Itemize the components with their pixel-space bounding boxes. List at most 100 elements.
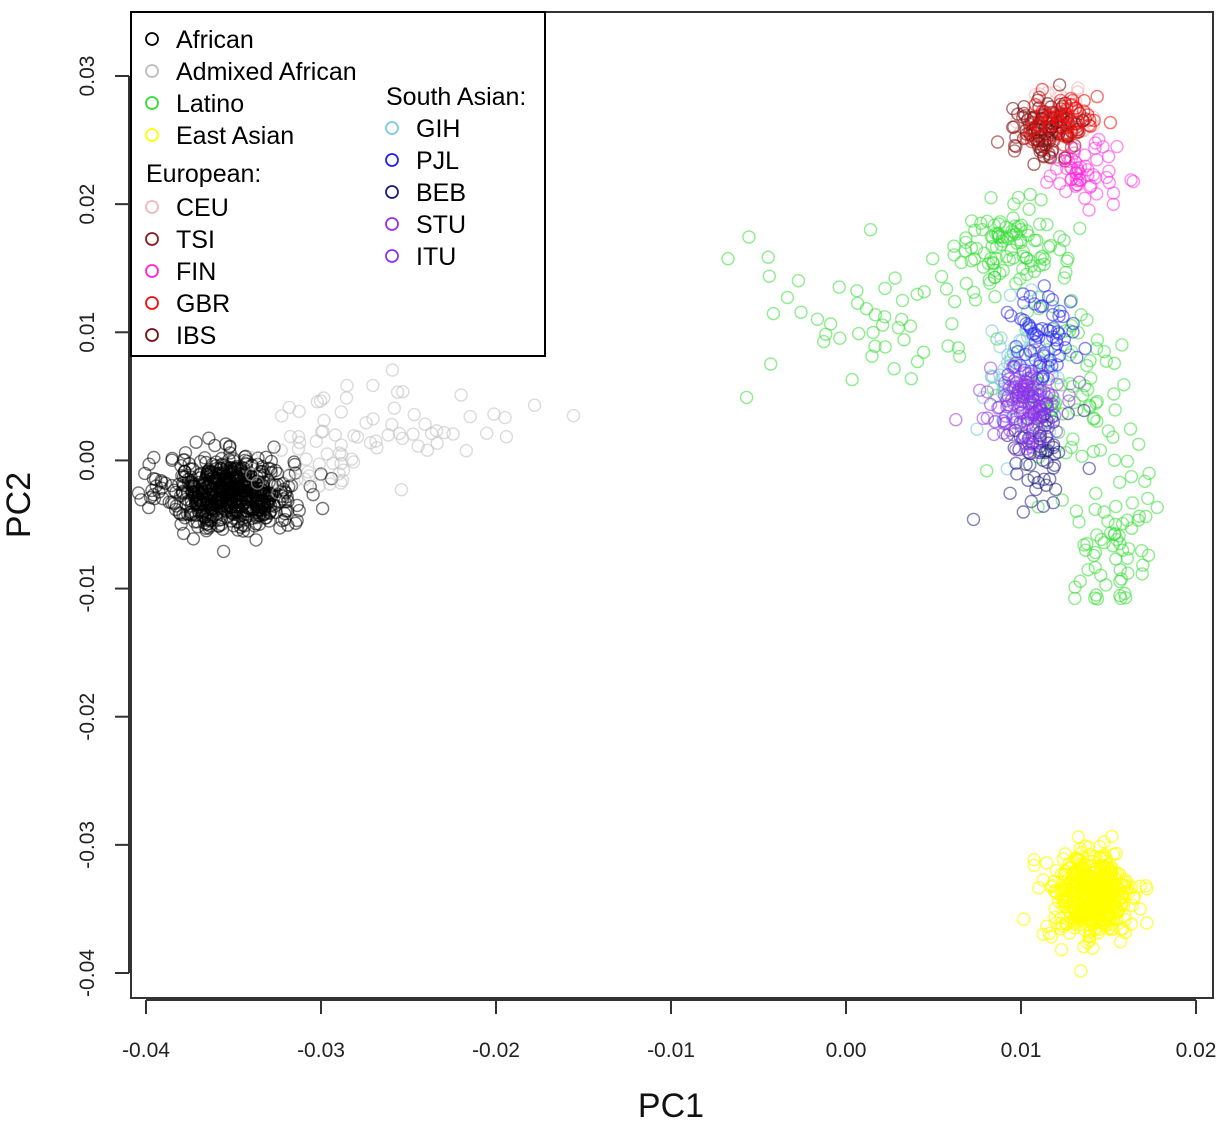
data-point	[236, 508, 250, 522]
data-point	[1139, 509, 1153, 524]
data-point	[228, 465, 243, 479]
data-point	[1121, 542, 1136, 556]
data-point	[1016, 287, 1030, 301]
data-point	[975, 222, 990, 237]
data-point	[420, 443, 435, 457]
data-point	[1019, 267, 1034, 282]
data-point	[1009, 339, 1023, 354]
data-point	[1076, 876, 1091, 890]
data-point	[189, 496, 203, 510]
data-point	[739, 390, 754, 405]
data-point	[1019, 131, 1033, 145]
data-point	[1080, 537, 1094, 551]
data-point	[1023, 458, 1037, 472]
data-point	[1098, 916, 1113, 930]
data-point	[1066, 882, 1081, 896]
data-point	[1084, 179, 1098, 193]
data-point	[917, 285, 931, 299]
data-point	[1073, 221, 1087, 236]
y-tick-label: 0.01	[76, 312, 99, 353]
data-point	[1066, 325, 1080, 339]
data-point	[1051, 894, 1066, 909]
legend-marker	[385, 249, 399, 263]
data-point	[1040, 175, 1054, 189]
data-point	[1086, 412, 1101, 426]
data-point	[1011, 190, 1026, 205]
data-point	[1106, 186, 1121, 200]
data-point	[845, 372, 859, 387]
data-point	[1075, 449, 1089, 463]
data-point	[895, 312, 909, 327]
data-point	[926, 252, 940, 266]
data-point	[1083, 119, 1098, 134]
data-point	[176, 526, 191, 541]
data-point	[1069, 850, 1083, 865]
data-point	[947, 248, 961, 262]
data-point	[1013, 272, 1027, 286]
data-point	[993, 340, 1007, 354]
legend-group-header: European:	[146, 160, 261, 188]
data-point	[992, 217, 1006, 231]
data-point	[271, 486, 285, 500]
data-point	[1142, 466, 1156, 480]
data-point	[1014, 235, 1028, 250]
data-point	[1074, 964, 1088, 978]
data-point	[263, 505, 277, 520]
data-point	[832, 280, 846, 294]
legend-label: Admixed African	[176, 58, 357, 86]
data-point	[1082, 461, 1096, 476]
data-point	[1123, 422, 1138, 436]
data-point	[1106, 847, 1121, 861]
data-point	[1088, 560, 1102, 575]
data-point	[1049, 424, 1064, 438]
data-point	[1087, 923, 1102, 937]
data-point	[1052, 176, 1067, 191]
data-point	[1124, 469, 1139, 484]
data-point	[1131, 437, 1146, 451]
data-point	[1075, 861, 1090, 876]
data-point	[1006, 251, 1020, 265]
data-point	[1115, 543, 1130, 557]
data-point	[1105, 917, 1119, 932]
data-point	[1043, 151, 1058, 165]
data-point	[1097, 505, 1111, 519]
series-east-asian	[1017, 829, 1154, 978]
data-point	[183, 507, 198, 521]
data-point	[203, 519, 217, 533]
data-point	[437, 425, 451, 440]
data-point	[267, 440, 281, 454]
y-tick-label: 0.03	[76, 56, 99, 97]
data-point	[1036, 873, 1050, 887]
data-point	[1078, 543, 1093, 557]
data-point	[1104, 863, 1118, 878]
data-point	[1120, 454, 1135, 468]
data-point	[1052, 309, 1066, 323]
data-point	[231, 523, 245, 537]
legend-marker	[385, 217, 399, 231]
data-point	[174, 517, 188, 531]
data-point	[1080, 889, 1094, 903]
data-point	[1050, 358, 1064, 372]
data-point	[985, 324, 999, 338]
data-point	[969, 241, 984, 256]
legend-marker	[145, 64, 159, 78]
data-point	[131, 486, 146, 500]
data-point	[1017, 912, 1031, 926]
data-point	[336, 463, 351, 477]
legend-marker	[145, 232, 159, 246]
data-point	[1080, 936, 1095, 950]
data-point	[1113, 588, 1127, 603]
data-point	[334, 438, 348, 452]
data-point	[1049, 333, 1064, 347]
data-point	[1062, 117, 1077, 131]
data-point	[1110, 139, 1124, 154]
data-point	[1045, 110, 1060, 124]
data-point	[1082, 203, 1096, 217]
data-point	[213, 491, 228, 505]
data-point	[1033, 358, 1047, 373]
data-point	[1025, 128, 1039, 143]
data-point	[214, 504, 229, 519]
data-point	[1089, 588, 1103, 602]
data-point	[1068, 141, 1082, 156]
legend-marker	[145, 200, 159, 214]
